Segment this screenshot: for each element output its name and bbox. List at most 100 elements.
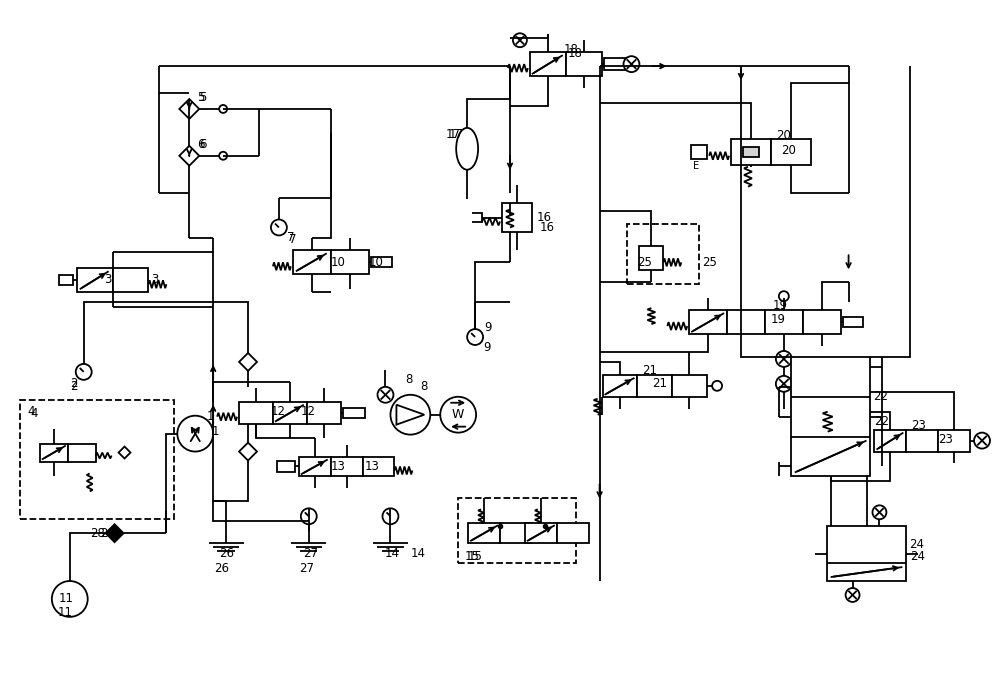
Text: 25: 25 — [637, 256, 652, 269]
Polygon shape — [119, 447, 131, 458]
Bar — [627, 224, 699, 284]
Bar — [331, 250, 369, 274]
Circle shape — [974, 432, 990, 449]
Text: 1: 1 — [206, 410, 214, 424]
Bar — [468, 523, 500, 543]
Bar — [803, 310, 841, 334]
Bar — [731, 139, 771, 165]
Bar — [906, 430, 938, 451]
Text: 18: 18 — [568, 46, 583, 60]
Circle shape — [382, 508, 398, 524]
Bar — [727, 310, 765, 334]
Text: 17: 17 — [448, 128, 463, 141]
Circle shape — [219, 152, 227, 160]
Circle shape — [440, 397, 476, 432]
Bar — [363, 456, 394, 477]
Bar — [743, 147, 759, 157]
Text: 23: 23 — [911, 419, 926, 432]
Bar — [672, 375, 707, 397]
Circle shape — [513, 33, 527, 47]
Bar — [500, 523, 532, 543]
Text: 2: 2 — [70, 377, 77, 390]
Text: 18: 18 — [564, 43, 579, 56]
Bar — [938, 430, 970, 451]
Bar — [637, 375, 672, 397]
Text: E: E — [693, 161, 699, 170]
Bar — [557, 523, 589, 543]
Text: 19: 19 — [771, 312, 786, 325]
Circle shape — [846, 588, 860, 602]
Text: 8: 8 — [405, 373, 413, 386]
Text: 10: 10 — [369, 256, 383, 269]
Circle shape — [776, 376, 792, 391]
Text: 27: 27 — [299, 561, 314, 574]
Circle shape — [378, 387, 393, 403]
Text: 5: 5 — [197, 91, 205, 104]
Text: 13: 13 — [331, 460, 346, 473]
Text: 7: 7 — [289, 233, 296, 246]
Bar — [691, 145, 707, 159]
Polygon shape — [106, 524, 124, 542]
Polygon shape — [239, 353, 257, 371]
Text: 10: 10 — [331, 256, 346, 269]
Bar — [343, 408, 365, 417]
Text: 11: 11 — [58, 606, 73, 619]
Bar — [20, 400, 174, 519]
Bar — [239, 402, 273, 424]
Bar — [307, 402, 341, 424]
Bar — [525, 523, 557, 543]
Bar — [331, 456, 363, 477]
Text: W: W — [452, 409, 464, 421]
Bar — [299, 456, 331, 477]
Text: 15: 15 — [468, 550, 483, 563]
Circle shape — [177, 416, 213, 451]
Bar — [639, 246, 663, 270]
Text: 17: 17 — [445, 128, 460, 141]
Bar — [458, 499, 576, 563]
Polygon shape — [179, 99, 199, 119]
Bar — [113, 268, 148, 292]
Bar — [40, 443, 68, 462]
Circle shape — [52, 581, 88, 617]
Bar — [689, 310, 727, 334]
Bar — [77, 268, 113, 292]
Bar — [68, 443, 96, 462]
Circle shape — [76, 364, 92, 380]
Text: 2: 2 — [70, 381, 77, 394]
Text: 16: 16 — [537, 211, 552, 224]
Text: 22: 22 — [873, 390, 888, 403]
Text: 4: 4 — [30, 407, 37, 420]
Circle shape — [776, 351, 792, 367]
Bar — [874, 430, 906, 451]
Text: 14: 14 — [384, 547, 399, 560]
Text: 9: 9 — [484, 321, 492, 333]
Text: 3: 3 — [151, 273, 159, 286]
Text: 24: 24 — [909, 537, 924, 550]
Bar — [604, 58, 627, 70]
Text: 26: 26 — [214, 561, 229, 574]
Text: 16: 16 — [540, 221, 555, 234]
Circle shape — [301, 508, 317, 524]
Bar — [277, 460, 295, 473]
Text: 5: 5 — [199, 91, 207, 104]
Bar — [371, 257, 392, 267]
Text: 21: 21 — [642, 364, 657, 377]
Bar — [293, 250, 331, 274]
Text: 25: 25 — [702, 256, 717, 269]
Text: 11: 11 — [59, 593, 74, 606]
Bar — [566, 53, 602, 76]
Text: 12: 12 — [301, 405, 316, 418]
Bar — [827, 527, 906, 581]
Text: 26: 26 — [219, 547, 234, 560]
Polygon shape — [179, 146, 199, 166]
Circle shape — [467, 329, 483, 345]
Circle shape — [872, 505, 886, 519]
Bar — [273, 402, 307, 424]
Bar — [603, 375, 637, 397]
Circle shape — [623, 56, 639, 72]
Text: 3: 3 — [105, 273, 112, 286]
Text: 20: 20 — [776, 130, 791, 143]
Text: 21: 21 — [652, 377, 667, 390]
Circle shape — [271, 220, 287, 235]
Circle shape — [390, 395, 430, 434]
